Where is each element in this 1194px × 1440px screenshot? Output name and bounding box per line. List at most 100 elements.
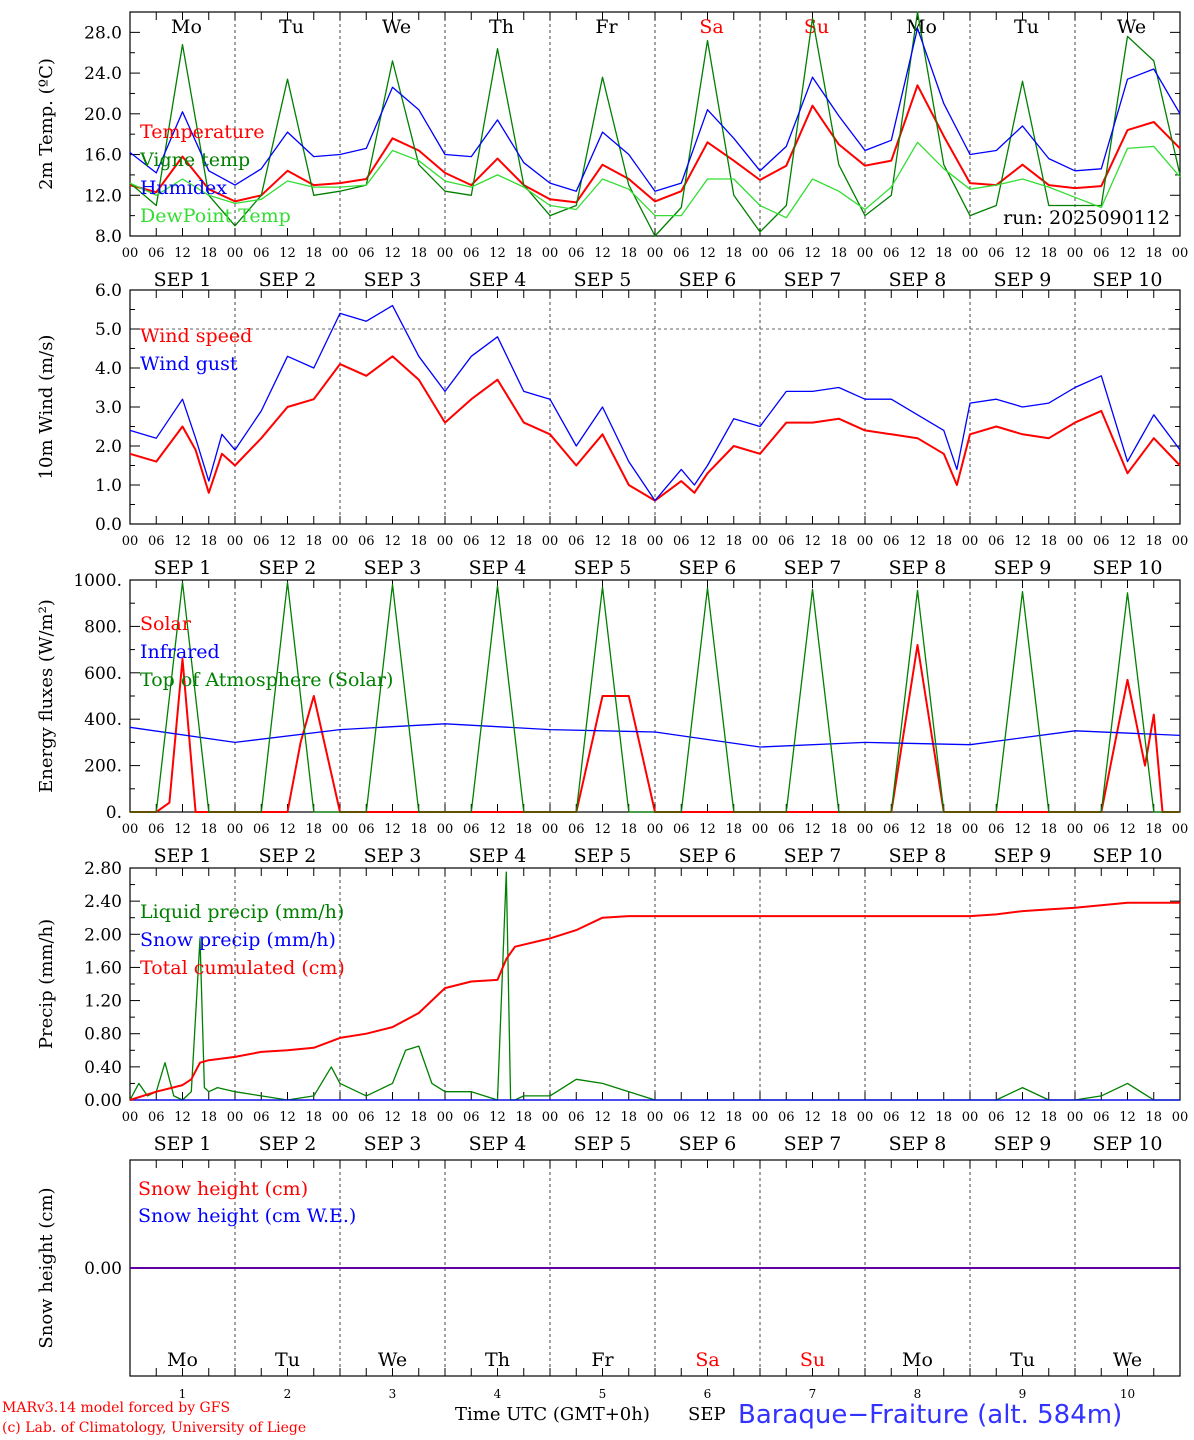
x-hour-label: 00 <box>227 534 244 549</box>
x-day-label: SEP 10 <box>1093 269 1163 291</box>
x-hour-label: 18 <box>620 534 637 549</box>
x-hour-label: 00 <box>1172 822 1189 837</box>
series-line <box>129 901 1180 1101</box>
weekday-label: Mo <box>167 1349 198 1371</box>
x-hour-label: 12 <box>1119 246 1136 261</box>
x-hour-label: 18 <box>1145 534 1162 549</box>
legend-entry: Wind gust <box>140 353 238 375</box>
x-hour-label: 00 <box>1172 534 1189 549</box>
x-hour-label: 18 <box>1040 534 1057 549</box>
x-day-label: SEP 6 <box>679 557 737 579</box>
x-hour-label: 12 <box>594 1110 611 1125</box>
legend-entry: Temperature <box>140 121 264 143</box>
x-day-label: SEP 6 <box>679 269 737 291</box>
x-hour-label: 00 <box>542 534 559 549</box>
x-hour-label: 12 <box>279 1110 296 1125</box>
x-hour-label: 06 <box>673 246 690 261</box>
x-day-label: SEP 6 <box>679 845 737 867</box>
x-hour-label: 00 <box>962 1110 979 1125</box>
y-tick-label: 2.0 <box>95 437 122 457</box>
weekday-label: Su <box>800 1349 825 1371</box>
x-day-number: 3 <box>389 1387 397 1401</box>
x-hour-label: 18 <box>725 534 742 549</box>
x-hour-label: 18 <box>1145 1110 1162 1125</box>
x-hour-label: 06 <box>673 822 690 837</box>
x-hour-label: 06 <box>253 822 270 837</box>
x-hour-label: 18 <box>515 246 532 261</box>
x-hour-label: 00 <box>437 822 454 837</box>
x-hour-label: 12 <box>1119 534 1136 549</box>
x-hour-label: 18 <box>620 822 637 837</box>
weekday-label: Su <box>804 16 829 38</box>
series-line <box>129 84 1181 204</box>
x-hour-label: 18 <box>725 822 742 837</box>
x-hour-label: 00 <box>437 246 454 261</box>
x-hour-label: 06 <box>568 1110 585 1125</box>
x-hour-label: 12 <box>1014 246 1031 261</box>
x-day-number: 6 <box>704 1387 712 1401</box>
weekday-label: We <box>1117 16 1146 38</box>
x-hour-label: 06 <box>673 1110 690 1125</box>
x-hour-label: 06 <box>148 534 165 549</box>
x-axis-title: Time UTC (GMT+0h) <box>455 1404 650 1425</box>
x-hour-label: 12 <box>804 534 821 549</box>
x-day-label: SEP 8 <box>889 845 947 867</box>
x-hour-label: 06 <box>1093 822 1110 837</box>
y-tick-label: 1.20 <box>84 992 122 1012</box>
x-day-label: SEP 1 <box>154 845 212 867</box>
x-hour-label: 00 <box>332 534 349 549</box>
y-axis-title: Precip (mm/h) <box>36 919 57 1049</box>
x-hour-label: 12 <box>804 1110 821 1125</box>
x-day-label: SEP 1 <box>154 1133 212 1155</box>
x-hour-label: 18 <box>830 1110 847 1125</box>
weekday-label: Mo <box>171 16 202 38</box>
x-hour-label: 00 <box>857 534 874 549</box>
x-hour-label: 12 <box>1119 822 1136 837</box>
run-label: run: 2025090112 <box>1003 207 1170 229</box>
x-hour-label: 18 <box>935 534 952 549</box>
x-hour-label: 12 <box>489 534 506 549</box>
weekday-label: Tu <box>1014 16 1039 38</box>
y-tick-label: 20.0 <box>84 105 122 125</box>
x-hour-label: 00 <box>122 822 139 837</box>
x-hour-label: 00 <box>122 1110 139 1125</box>
x-hour-label: 12 <box>909 1110 926 1125</box>
y-tick-label: 28.0 <box>84 23 122 43</box>
credits: MARv3.14 model forced by GFS (c) Lab. of… <box>2 1398 306 1438</box>
x-day-label: SEP 10 <box>1093 1133 1163 1155</box>
x-hour-label: 00 <box>542 822 559 837</box>
x-hour-label: 18 <box>410 1110 427 1125</box>
y-tick-label: 0. <box>106 803 122 823</box>
x-hour-label: 18 <box>410 822 427 837</box>
y-tick-label: 0.40 <box>84 1058 122 1078</box>
x-hour-label: 06 <box>568 822 585 837</box>
legend-entry: Top of Atmosphere (Solar) <box>140 669 393 691</box>
x-hour-label: 12 <box>909 822 926 837</box>
y-tick-label: 24.0 <box>84 64 122 84</box>
x-day-number: 4 <box>494 1387 502 1401</box>
x-day-label: SEP 7 <box>784 1133 842 1155</box>
x-hour-label: 06 <box>883 822 900 837</box>
x-day-number: 7 <box>809 1387 817 1401</box>
x-hour-label: 00 <box>332 822 349 837</box>
x-hour-label: 12 <box>699 246 716 261</box>
x-hour-label: 06 <box>778 534 795 549</box>
x-hour-label: 12 <box>699 1110 716 1125</box>
y-axis-title: 2m Temp. (ºC) <box>36 58 57 190</box>
legend-entry: Vigne temp <box>139 149 250 171</box>
x-hour-label: 06 <box>778 822 795 837</box>
series-line <box>130 581 1180 813</box>
x-hour-label: 00 <box>122 246 139 261</box>
x-day-label: SEP 3 <box>364 845 422 867</box>
x-axis-month: SEP <box>688 1404 726 1425</box>
x-day-label: SEP 10 <box>1093 845 1163 867</box>
x-day-label: SEP 5 <box>574 269 632 291</box>
x-hour-label: 00 <box>647 246 664 261</box>
x-hour-label: 18 <box>725 246 742 261</box>
station-title: Baraque−Fraiture (alt. 584m) <box>738 1400 1123 1430</box>
x-hour-label: 12 <box>699 822 716 837</box>
x-hour-label: 18 <box>515 822 532 837</box>
x-hour-label: 06 <box>148 246 165 261</box>
legend-entry: Solar <box>140 613 192 635</box>
